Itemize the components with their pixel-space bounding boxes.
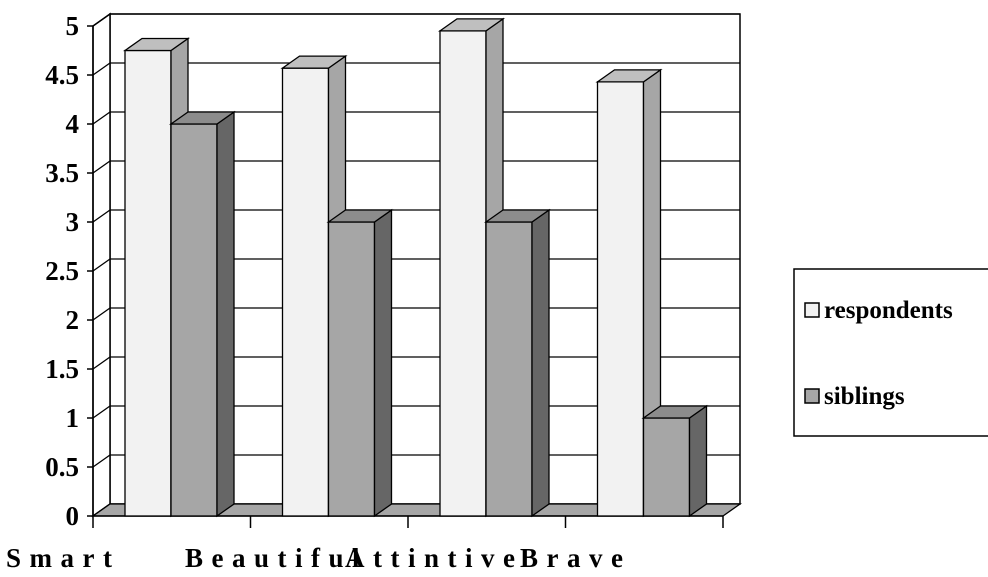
bar-top [122,37,191,52]
bar-front [439,30,487,517]
bar-top [483,209,552,223]
bar-side [531,208,550,518]
y-tick-label: 0 [66,501,80,531]
legend-label-respondents: respondents [824,297,953,324]
bar-side [373,208,393,518]
y-tick-label: 4.5 [45,60,79,90]
legend-label-siblings: siblings [824,383,905,410]
bar-top [595,69,663,83]
legend-swatch-siblings [804,388,820,404]
bar-front [485,221,533,517]
y-tick-label: 5 [66,11,80,41]
category-label-attintive: Attintive [345,543,523,573]
gridline [92,13,740,27]
bar-side [216,110,235,518]
gridline [92,160,740,174]
bar-front [327,221,376,517]
category-label-smart: Smart [6,543,120,573]
bar-top [437,18,506,32]
bar-front [596,81,645,517]
y-tick-label: 2.5 [45,256,79,286]
bar-side [688,404,708,518]
y-tick-label: 2 [66,305,80,335]
bar-front [170,123,218,517]
y-tick-label: 3 [66,207,80,237]
bar-siblings-Attintive [483,208,552,518]
category-label-brave: Brave [520,543,631,573]
bar-front [124,49,172,517]
y-tick-labels: 0 0.5 1 1.5 2 2.5 3 3.5 4 4.5 5 [45,11,79,531]
gridline [92,111,740,125]
bar-top [168,111,237,125]
y-tick-label: 0.5 [45,452,79,482]
legend-swatch-respondents [804,302,820,318]
bar-siblings-Beautiful [326,208,394,518]
bar-siblings-Smart [168,110,237,518]
bar-front [642,417,691,517]
y-tick-label: 1 [66,403,80,433]
bar-top [641,405,709,419]
y-tick-label: 3.5 [45,158,79,188]
bar-top [326,209,394,223]
legend: respondents siblings [793,268,988,437]
legend-box [793,268,988,437]
y-tick-label: 1.5 [45,354,79,384]
category-label-beautiful: Beautiful [185,543,368,573]
bars [122,17,709,518]
bar-front [281,67,330,517]
y-tick-label: 4 [66,109,80,139]
bar-top [280,55,348,69]
gridline [92,62,740,76]
bar-siblings-Brave [641,404,709,518]
